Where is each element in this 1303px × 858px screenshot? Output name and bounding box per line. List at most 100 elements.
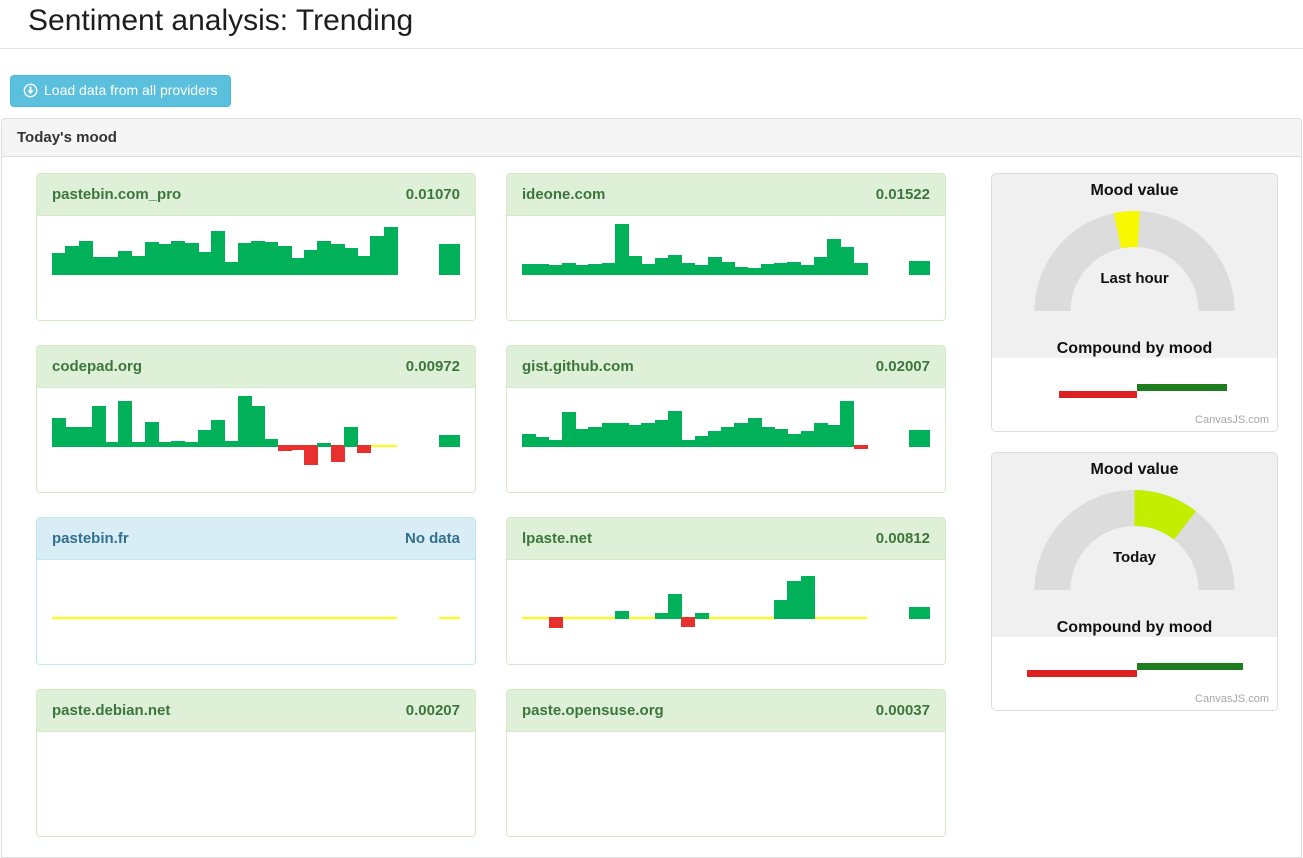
sparkline-bar bbox=[52, 252, 66, 275]
sparkline-bar bbox=[132, 255, 146, 275]
sparkline-bar bbox=[695, 612, 709, 619]
compound-chart: CanvasJS.com bbox=[992, 357, 1277, 431]
provider-name: lpaste.net bbox=[522, 529, 593, 547]
sparkline-plot bbox=[522, 560, 867, 664]
provider-card: gist.github.com 0.02007 bbox=[506, 344, 946, 493]
provider-chart bbox=[37, 215, 475, 320]
sparkline-bar bbox=[761, 426, 775, 447]
provider-card-heading: ideone.com 0.01522 bbox=[507, 173, 945, 216]
sparkline-bar bbox=[344, 426, 358, 447]
sparkline-bar bbox=[814, 422, 828, 447]
sparkline-bar bbox=[840, 246, 854, 275]
compound-title: Compound by mood bbox=[1056, 618, 1213, 636]
gauge-chart bbox=[1034, 489, 1235, 590]
sparkline-bar bbox=[331, 444, 345, 462]
compound-negative-bar bbox=[1027, 669, 1137, 677]
compound-title: Compound by mood bbox=[1056, 339, 1213, 357]
sparkline-plot bbox=[522, 388, 868, 492]
sparkline-bar bbox=[92, 405, 106, 447]
sparkline-bar bbox=[549, 439, 563, 447]
sparkline-bar bbox=[854, 262, 868, 275]
provider-card: lpaste.net 0.00812 bbox=[506, 516, 946, 665]
sparkline-bar bbox=[615, 610, 629, 619]
sparkline-bar bbox=[535, 263, 549, 275]
sparkline-bar bbox=[628, 255, 642, 275]
sparkline-bar bbox=[655, 612, 669, 619]
sparkline-bar bbox=[185, 242, 199, 275]
load-data-button[interactable]: Load data from all providers bbox=[10, 75, 231, 107]
canvasjs-watermark[interactable]: CanvasJS.com bbox=[1195, 692, 1269, 705]
latest-mini-plot bbox=[909, 216, 930, 320]
provider-card-heading: pastebin.fr No data bbox=[37, 517, 475, 560]
sparkline-bar bbox=[827, 424, 841, 447]
sparkline-plot bbox=[522, 216, 868, 320]
sparkline-bar bbox=[211, 230, 225, 275]
sparkline-bar bbox=[801, 575, 815, 619]
provider-card: codepad.org 0.00972 bbox=[36, 344, 476, 493]
sparkline-bar bbox=[641, 263, 655, 275]
sparkline-bar bbox=[549, 616, 563, 628]
sparkline-bar bbox=[145, 421, 159, 447]
sparkline-bar bbox=[370, 235, 384, 275]
provider-grid: pastebin.com_pro 0.01070 ideone.com 0.01522… bbox=[36, 172, 946, 837]
provider-card-heading: codepad.org 0.00972 bbox=[37, 345, 475, 388]
sparkline-bar bbox=[801, 264, 815, 275]
provider-name: codepad.org bbox=[52, 357, 143, 375]
latest-mini-plot bbox=[439, 560, 460, 664]
sparkline-bar bbox=[522, 263, 536, 275]
sparkline-bar bbox=[304, 444, 318, 465]
provider-value: 0.01070 bbox=[405, 185, 460, 203]
sparkline-bar bbox=[522, 433, 536, 447]
sparkline-bar bbox=[681, 262, 695, 275]
sparkline-bar bbox=[695, 435, 709, 447]
compound-positive-bar bbox=[1137, 662, 1243, 670]
provider-chart bbox=[507, 387, 945, 492]
canvasjs-watermark[interactable]: CanvasJS.com bbox=[1195, 413, 1269, 426]
provider-value: 0.00812 bbox=[875, 529, 930, 547]
sparkline-bar bbox=[575, 264, 589, 275]
sparkline-bar bbox=[225, 261, 239, 275]
page-title: Sentiment analysis: Trending bbox=[28, 4, 414, 37]
provider-chart bbox=[507, 215, 945, 320]
provider-chart bbox=[507, 559, 945, 664]
sparkline-bar bbox=[909, 260, 930, 275]
gauge-value-wedge bbox=[1134, 489, 1197, 540]
provider-card: ideone.com 0.01522 bbox=[506, 172, 946, 321]
sparkline-bar bbox=[787, 261, 801, 275]
provider-name: pastebin.com_pro bbox=[52, 185, 182, 203]
sparkline-bar bbox=[198, 429, 212, 447]
provider-card: pastebin.fr No data bbox=[36, 516, 476, 665]
sparkline-bar bbox=[105, 441, 119, 447]
sparkline-bar bbox=[331, 243, 345, 275]
sparkline-bar bbox=[668, 254, 682, 275]
provider-chart bbox=[507, 731, 945, 836]
sparkline-bar bbox=[708, 430, 722, 447]
sparkline-bar bbox=[92, 256, 106, 275]
sparkline-bar bbox=[185, 441, 199, 447]
provider-value: 0.01522 bbox=[875, 185, 930, 203]
sparkline-bar bbox=[291, 257, 305, 275]
gauge-period-label: Today bbox=[1112, 548, 1157, 566]
sparkline-bar bbox=[588, 263, 602, 275]
sparkline-bar bbox=[357, 255, 371, 275]
gauge-period-label: Last hour bbox=[1100, 269, 1169, 287]
sparkline-bar bbox=[238, 242, 252, 275]
sparkline-bar bbox=[52, 417, 66, 447]
provider-name: paste.debian.net bbox=[52, 701, 171, 719]
sparkline-bar bbox=[278, 444, 292, 451]
provider-chart bbox=[37, 559, 475, 664]
sparkline-bar bbox=[225, 440, 239, 447]
sparkline-bar bbox=[79, 426, 93, 447]
provider-value: 0.00037 bbox=[875, 701, 930, 719]
sparkline-bar bbox=[562, 262, 576, 275]
latest-mini-plot bbox=[439, 216, 460, 320]
gauge-value-wedge bbox=[1113, 210, 1140, 249]
sparkline-bar bbox=[615, 223, 629, 275]
todays-mood-heading: Today's mood bbox=[2, 118, 1301, 157]
sparkline-bar bbox=[171, 240, 185, 275]
sparkline-bar bbox=[304, 249, 318, 275]
sparkline-bar bbox=[79, 240, 93, 275]
sparkline-bar bbox=[251, 405, 265, 447]
sparkline-bar bbox=[801, 430, 815, 447]
sparkline-bar bbox=[774, 262, 788, 275]
